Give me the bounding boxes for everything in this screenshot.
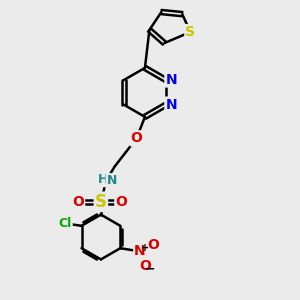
Text: S: S <box>95 193 107 211</box>
Text: O: O <box>72 195 84 209</box>
Text: H: H <box>98 173 108 186</box>
Text: O: O <box>115 195 127 209</box>
Text: N: N <box>134 244 146 258</box>
Text: O: O <box>140 259 151 273</box>
Text: N: N <box>106 174 117 187</box>
Text: N: N <box>165 98 177 112</box>
Text: +: + <box>141 243 149 253</box>
Text: Cl: Cl <box>58 217 72 230</box>
Text: O: O <box>130 131 142 146</box>
Text: O: O <box>147 238 159 252</box>
Text: −: − <box>145 262 155 275</box>
Text: S: S <box>185 25 195 39</box>
Text: N: N <box>165 73 177 86</box>
